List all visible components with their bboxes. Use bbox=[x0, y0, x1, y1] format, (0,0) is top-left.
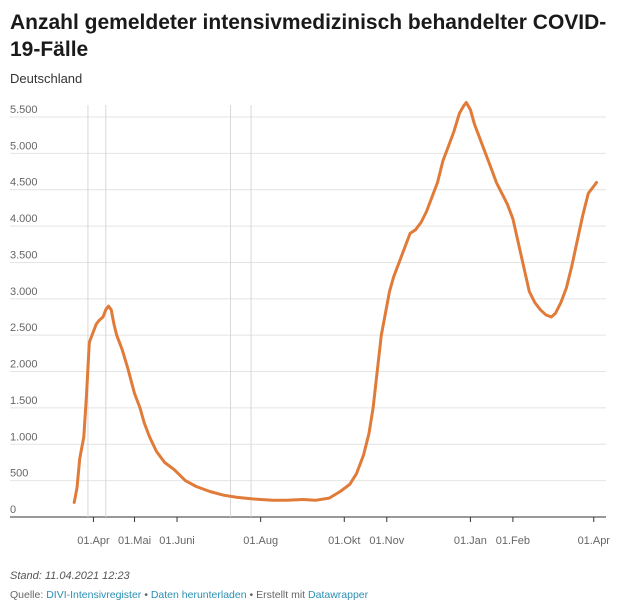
source-link[interactable]: DIVI-Intensivregister bbox=[46, 589, 142, 601]
y-tick-label: 0 bbox=[10, 504, 16, 516]
datawrapper-link[interactable]: Datawrapper bbox=[308, 589, 369, 601]
separator: • bbox=[141, 589, 151, 601]
chart-subtitle: Deutschland bbox=[10, 71, 83, 86]
y-tick-label: 4.000 bbox=[10, 213, 38, 225]
y-tick-label: 4.500 bbox=[10, 177, 38, 189]
y-tick-label: 1.500 bbox=[10, 395, 38, 407]
y-tick-label: 3.500 bbox=[10, 249, 38, 261]
created-with: • Erstellt mit bbox=[246, 589, 309, 601]
y-tick-label: 3.000 bbox=[10, 286, 38, 298]
source-line: Quelle: DIVI-Intensivregister • Daten he… bbox=[10, 589, 368, 601]
y-tick-label: 5.500 bbox=[10, 104, 38, 116]
y-tick-label: 2.500 bbox=[10, 322, 38, 334]
y-tick-label: 500 bbox=[10, 468, 28, 480]
x-tick-label: 01.Apr bbox=[77, 535, 110, 547]
x-tick-label: 01.Apr bbox=[578, 535, 611, 547]
x-tick-label: 01.Okt bbox=[328, 535, 360, 547]
x-axis-ticks: 01.Apr 01.Mai 01.Juni 01.Aug 01.Okt 01.Nov 01.… bbox=[77, 517, 610, 547]
chart-title: Anzahl gemeldeter intensivmedizinisch be… bbox=[10, 11, 607, 61]
x-tick-label: 01.Mai bbox=[118, 535, 151, 547]
x-tick-label: 01.Juni bbox=[159, 535, 194, 547]
series-line bbox=[72, 101, 598, 504]
gridlines bbox=[10, 105, 606, 518]
y-tick-label: 2.000 bbox=[10, 359, 38, 371]
timestamp: Stand: 11.04.2021 12:23 bbox=[10, 570, 130, 582]
download-link[interactable]: Daten herunterladen bbox=[150, 589, 247, 601]
x-tick-label: 01.Jan bbox=[454, 535, 487, 547]
y-axis-ticks: 0 500 1.000 1.500 2.000 2.500 3.000 3.500 4.000 4… bbox=[10, 104, 38, 516]
y-tick-label: 5.000 bbox=[10, 140, 38, 152]
line-chart: 0 500 1.000 1.500 2.000 2.500 3.000 3.500 4.000 4… bbox=[10, 101, 610, 547]
x-tick-label: 01.Feb bbox=[496, 535, 530, 547]
x-tick-label: 01.Aug bbox=[243, 535, 278, 547]
source-prefix: Quelle: bbox=[10, 589, 47, 601]
series bbox=[72, 101, 598, 504]
y-tick-label: 1.000 bbox=[10, 431, 38, 443]
x-tick-label: 01.Nov bbox=[369, 535, 404, 547]
